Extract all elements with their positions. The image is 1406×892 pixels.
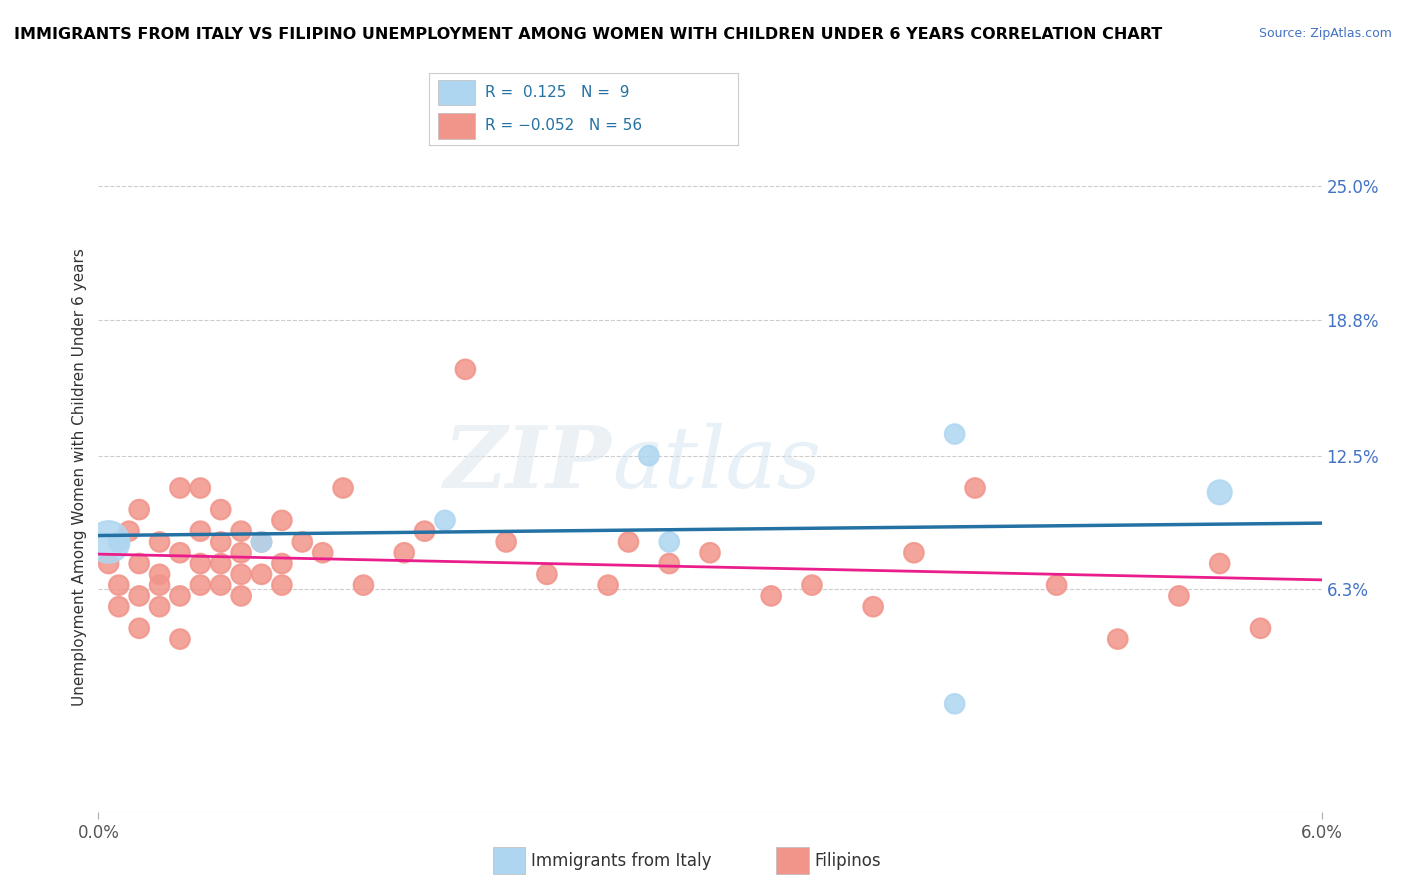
Point [97,557,120,571]
Point [97,535,120,549]
Point [169,589,191,603]
Point [250,567,273,582]
Text: Filipinos: Filipinos [814,852,882,870]
FancyBboxPatch shape [439,79,475,105]
Point [270,513,292,527]
Text: R = −0.052   N = 56: R = −0.052 N = 56 [485,119,641,134]
Point [270,557,292,571]
Point [188,557,212,571]
Point [108,578,131,592]
Point [1045,578,1069,592]
Point [209,502,232,516]
Point [169,546,191,560]
Text: IMMIGRANTS FROM ITALY VS FILIPINO UNEMPLOYMENT AMONG WOMEN WITH CHILDREN UNDER 6: IMMIGRANTS FROM ITALY VS FILIPINO UNEMPL… [14,27,1163,42]
Point [637,449,661,463]
Point [149,567,172,582]
Text: R =  0.125   N =  9: R = 0.125 N = 9 [485,85,628,100]
Point [598,578,620,592]
Point [536,567,558,582]
Point [943,427,966,442]
Point [1249,621,1271,635]
Point [311,546,335,560]
Point [250,535,273,549]
Point [250,535,273,549]
FancyBboxPatch shape [492,847,526,874]
Point [392,546,416,560]
Point [231,546,253,560]
Point [188,481,212,495]
Point [209,557,232,571]
Point [188,578,212,592]
Point [188,524,212,538]
Text: atlas: atlas [612,423,821,505]
Point [231,589,253,603]
Point [699,546,721,560]
Point [1107,632,1129,646]
Point [209,535,232,549]
Point [658,535,681,549]
Point [352,578,374,592]
Point [169,632,191,646]
FancyBboxPatch shape [439,113,475,139]
Point [118,524,141,538]
Y-axis label: Unemployment Among Women with Children Under 6 years: Unemployment Among Women with Children U… [72,248,87,706]
Point [1167,589,1189,603]
Point [128,589,150,603]
Point [149,535,172,549]
Point [943,697,966,711]
Point [433,513,456,527]
Point [231,524,253,538]
Point [169,481,191,495]
Point [128,621,150,635]
FancyBboxPatch shape [776,847,808,874]
Point [108,535,131,549]
Point [413,524,436,538]
Point [128,502,150,516]
Point [128,557,150,571]
Point [963,481,986,495]
Point [231,567,253,582]
Point [862,599,884,614]
Point [1208,485,1232,500]
Text: ZIP: ZIP [444,422,612,506]
Point [270,578,292,592]
Point [495,535,517,549]
Point [761,589,783,603]
Point [291,535,314,549]
Point [903,546,925,560]
Point [332,481,354,495]
Point [149,578,172,592]
Text: Immigrants from Italy: Immigrants from Italy [531,852,711,870]
Text: Source: ZipAtlas.com: Source: ZipAtlas.com [1258,27,1392,40]
Point [454,362,477,376]
Point [801,578,824,592]
Point [108,599,131,614]
Point [658,557,681,571]
Point [617,535,640,549]
Point [1208,557,1232,571]
Point [149,599,172,614]
Point [209,578,232,592]
